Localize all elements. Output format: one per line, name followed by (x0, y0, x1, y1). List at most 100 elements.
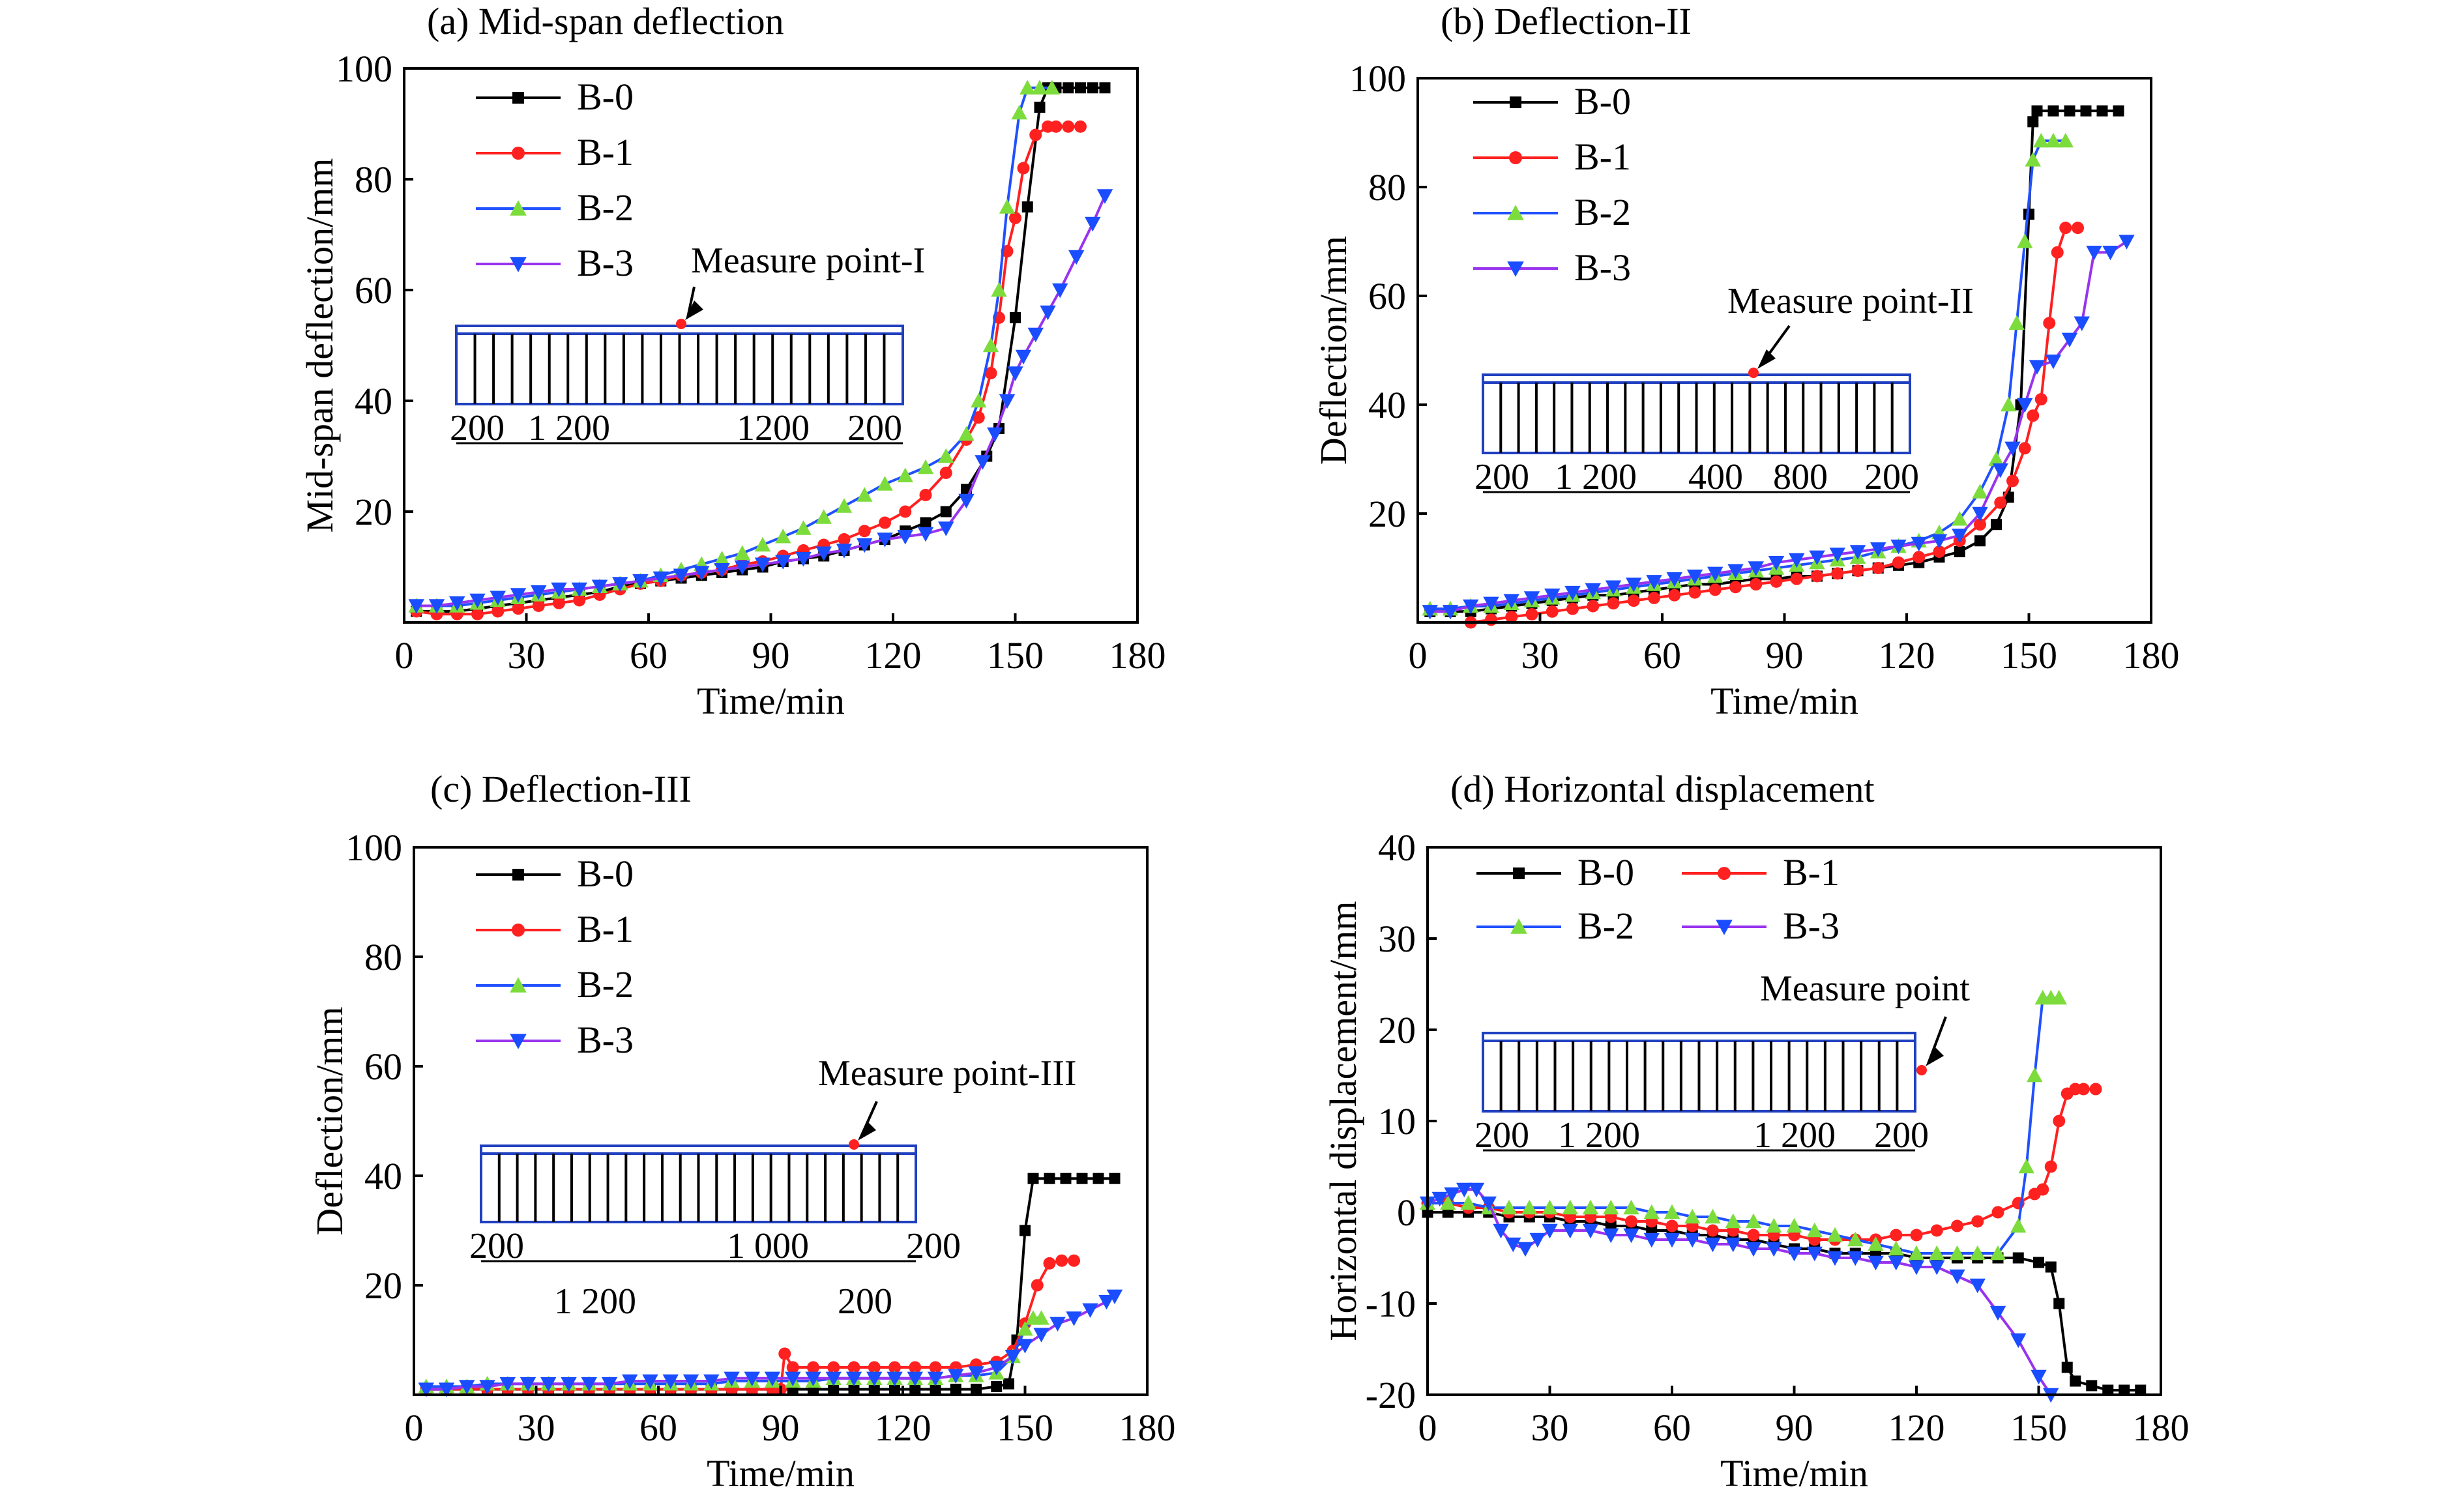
data-point (827, 1361, 840, 1374)
data-point (1049, 1317, 1066, 1332)
data-point (795, 520, 812, 535)
data-point (1562, 1199, 1578, 1215)
data-point (531, 585, 547, 600)
data-point (561, 1377, 577, 1392)
data-point (1851, 564, 1864, 577)
legend: B-0 B-1 B-2 B-3 (1473, 80, 1631, 289)
y-tick-label: 30 (1378, 918, 1416, 960)
data-point (909, 1384, 921, 1395)
data-point (971, 1384, 982, 1395)
y-tick-label: 40 (355, 380, 392, 422)
data-point (1913, 551, 1926, 564)
legend-item-B-1: B-1 (476, 131, 634, 173)
data-point (2119, 235, 2135, 250)
legend-marker (1507, 261, 1524, 277)
data-point (1044, 80, 1060, 95)
x-tick-label: 150 (2001, 634, 2057, 677)
x-tick-label: 150 (2010, 1406, 2067, 1449)
data-point (540, 1377, 557, 1392)
data-point (2031, 105, 2043, 117)
data-point (1868, 1236, 1884, 1251)
data-point (2086, 1380, 2098, 1392)
legend-label: B-1 (1574, 136, 1631, 178)
data-point (1027, 1173, 1039, 1184)
y-tick-label: 40 (1378, 826, 1416, 869)
data-point (1033, 1328, 1049, 1343)
data-point (1060, 1173, 1072, 1184)
legend-marker (1716, 920, 1733, 935)
data-point (1607, 597, 1620, 610)
data-point (1705, 1237, 1721, 1253)
series-line (416, 125, 1081, 616)
data-point (1505, 611, 1518, 624)
x-tick-label: 180 (1109, 634, 1166, 677)
data-point (1517, 1242, 1534, 1257)
data-point (1440, 1195, 1456, 1210)
data-point (1017, 162, 1030, 175)
y-tick-label: 100 (336, 48, 392, 90)
dimension-label: 200 (906, 1226, 961, 1266)
data-point (1910, 1229, 1923, 1242)
data-point (632, 574, 649, 589)
x-tick-label: 30 (1521, 634, 1559, 677)
legend-marker (510, 200, 527, 216)
legend-marker (1718, 867, 1731, 880)
data-point (1831, 567, 1844, 580)
data-point (2135, 1384, 2147, 1396)
data-point (1031, 80, 1048, 95)
data-point (1949, 1245, 1965, 1261)
legend-label: B-2 (1577, 905, 1634, 947)
data-point (1480, 1196, 1497, 1212)
series-line (416, 86, 1105, 613)
data-point (1709, 583, 1722, 596)
data-point (1806, 1246, 1823, 1262)
data-point (1529, 1232, 1546, 1248)
data-point (975, 455, 991, 470)
data-point (877, 532, 893, 547)
data-point (825, 1371, 842, 1386)
data-point (991, 1380, 1003, 1392)
series-B-3 (418, 1289, 1123, 1397)
data-point (1933, 545, 1946, 558)
data-point (1075, 82, 1086, 94)
data-point (1505, 1237, 1521, 1253)
data-point (1034, 102, 1046, 113)
data-point (1074, 120, 1087, 133)
legend-marker (1509, 151, 1522, 164)
data-point (2012, 1252, 2024, 1264)
chart-title: (c) Deflection-III (430, 768, 692, 810)
data-point (1888, 1240, 1904, 1256)
data-point (1969, 1245, 1986, 1261)
data-point (754, 536, 771, 552)
data-point (1017, 1321, 1033, 1336)
x-tick-label: 30 (508, 634, 546, 677)
data-point (1725, 1237, 1741, 1253)
data-point (2089, 1083, 2102, 1096)
data-point (2036, 1183, 2049, 1196)
x-tick-label: 90 (762, 1406, 800, 1449)
x-tick-label: 90 (752, 634, 790, 677)
data-point (807, 1361, 819, 1374)
data-point (703, 1374, 720, 1390)
data-point (2077, 1083, 2090, 1096)
data-point (601, 1377, 618, 1392)
y-tick-label: 60 (355, 269, 392, 312)
data-point (2053, 1115, 2066, 1128)
data-point (897, 467, 913, 482)
data-point (775, 529, 791, 544)
data-point (2061, 332, 2078, 347)
series-B-3 (1419, 1182, 2059, 1403)
data-point (1082, 1303, 1098, 1318)
data-point (1847, 1231, 1864, 1247)
legend-marker (1507, 205, 1524, 220)
data-point (2018, 442, 2031, 455)
data-point (1871, 562, 1885, 574)
data-point (1031, 1279, 1044, 1292)
data-point (2010, 1333, 2027, 1348)
annotation-label: Measure point (1760, 969, 1970, 1009)
beam-inset: Measure point-I 200 1 200 1200 200 (450, 240, 925, 448)
data-point (1546, 605, 1559, 618)
data-point (1729, 581, 1742, 594)
data-point (1770, 575, 1783, 588)
legend-marker (512, 147, 525, 160)
